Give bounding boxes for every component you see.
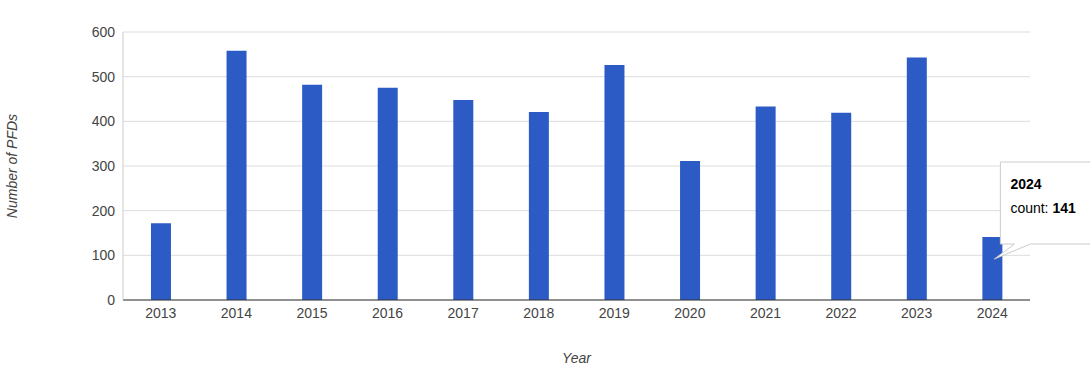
svg-text:Number of PFDs: Number of PFDs [8,114,20,218]
svg-text:2013: 2013 [145,305,176,321]
svg-text:300: 300 [92,158,116,174]
svg-text:100: 100 [92,247,116,263]
svg-text:2023: 2023 [901,305,932,321]
svg-text:2024: 2024 [1010,176,1041,192]
svg-text:2021: 2021 [750,305,781,321]
svg-text:2018: 2018 [523,305,554,321]
svg-text:2024: 2024 [977,305,1008,321]
svg-text:200: 200 [92,203,116,219]
svg-text:count: 141: count: 141 [1010,200,1076,216]
svg-text:2019: 2019 [599,305,630,321]
svg-text:2020: 2020 [674,305,705,321]
svg-text:2015: 2015 [296,305,327,321]
svg-text:Year: Year [562,350,592,366]
svg-text:500: 500 [92,69,116,85]
svg-text:2022: 2022 [825,305,856,321]
svg-text:400: 400 [92,113,116,129]
svg-text:0: 0 [107,292,115,308]
svg-text:600: 600 [92,24,116,40]
svg-text:2014: 2014 [221,305,252,321]
svg-text:2017: 2017 [448,305,479,321]
svg-text:2016: 2016 [372,305,403,321]
